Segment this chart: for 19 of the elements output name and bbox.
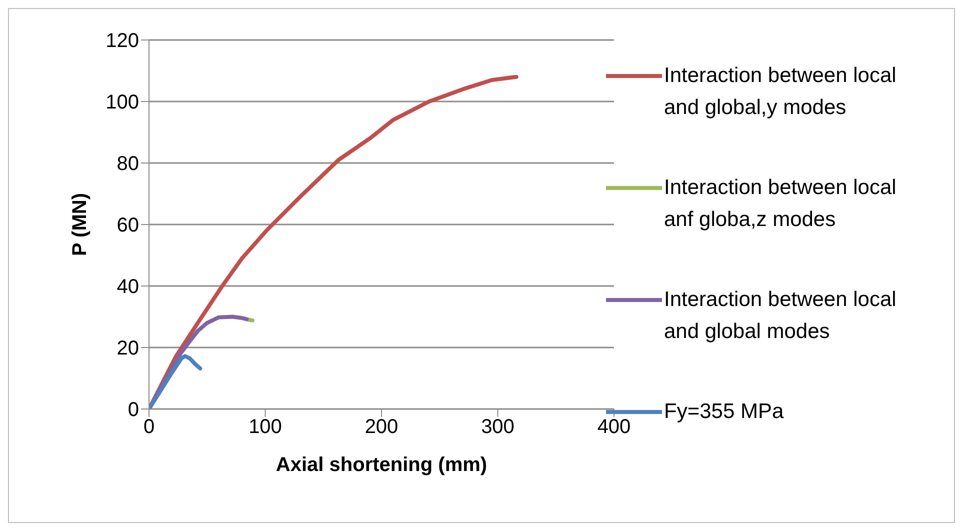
legend-label: Interaction between local and global modes <box>664 287 898 345</box>
y-tick-label: 0 <box>128 399 139 422</box>
x-tick-label: 300 <box>481 416 514 438</box>
y-tick-label: 100 <box>106 92 139 114</box>
x-tick-label: 100 <box>248 416 282 438</box>
x-axis-title: Axial shortening (mm) <box>276 454 488 476</box>
y-tick-label: 60 <box>116 214 139 237</box>
y-tick-label: 20 <box>116 338 139 360</box>
line-series <box>149 354 202 409</box>
x-tick-label: 200 <box>364 416 398 438</box>
y-tick-label: 80 <box>116 153 139 176</box>
legend-label: Interaction between local and global,y modes <box>664 63 898 121</box>
y-axis-title: P (MN) <box>69 193 92 256</box>
y-tick-label: 40 <box>116 276 139 298</box>
legend-label: Fy=355 MPa <box>664 399 785 425</box>
legend-label: Interaction between local anf globa,z modes <box>664 175 898 233</box>
x-tick-label: 0 <box>143 416 155 438</box>
y-tick-label: 120 <box>106 30 139 52</box>
x-tick-label: 400 <box>597 416 631 438</box>
